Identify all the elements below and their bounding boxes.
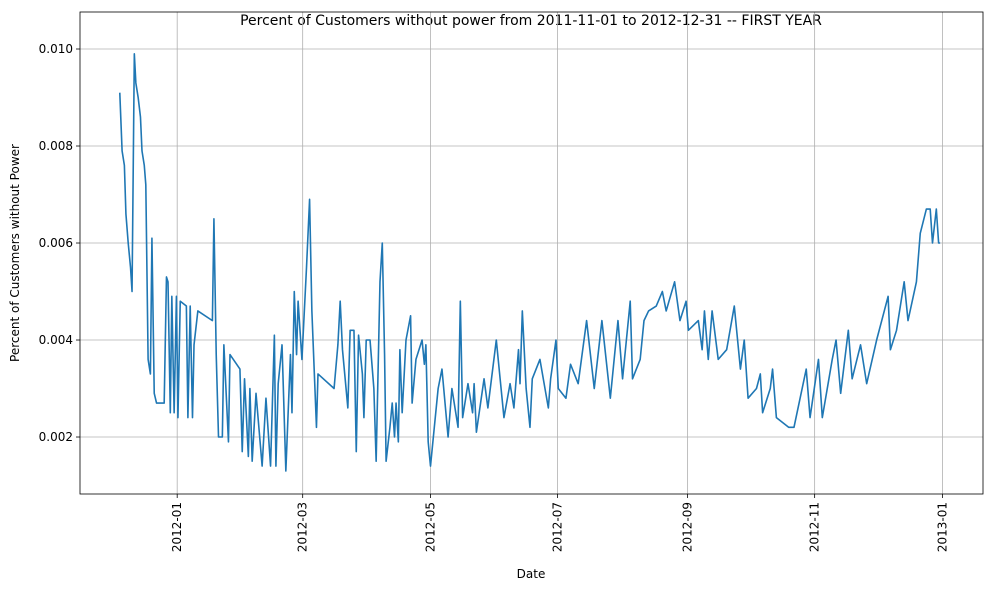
x-tick-label: 2012-07 bbox=[551, 502, 565, 552]
y-tick-label: 0.010 bbox=[39, 42, 73, 56]
x-tick-label: 2012-09 bbox=[681, 502, 695, 552]
x-tick-label: 2012-03 bbox=[296, 502, 310, 552]
y-tick-label: 0.002 bbox=[39, 430, 73, 444]
x-tick-label: 2012-01 bbox=[170, 502, 184, 552]
plot-frame bbox=[79, 11, 984, 495]
x-tick-label: 2013-01 bbox=[935, 502, 949, 552]
x-tick-label: 2012-05 bbox=[423, 502, 437, 552]
x-axis-label: Date bbox=[517, 567, 546, 581]
x-tick-label: 2012-11 bbox=[808, 502, 822, 552]
y-tick-label: 0.004 bbox=[39, 333, 73, 347]
y-tick-label: 0.006 bbox=[39, 236, 73, 250]
y-axis-label: Percent of Customers without Power bbox=[8, 144, 22, 362]
y-tick-label: 0.008 bbox=[39, 139, 73, 153]
data-line bbox=[118, 53, 941, 472]
chart-title: Percent of Customers without power from … bbox=[240, 13, 822, 29]
